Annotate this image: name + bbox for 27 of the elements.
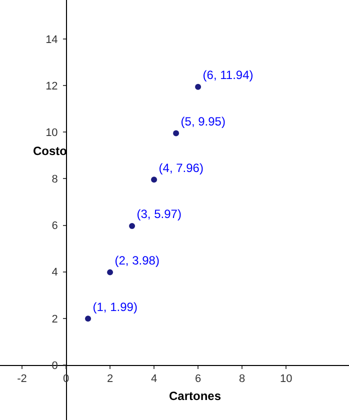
x-tick-label: 8	[238, 373, 246, 386]
point	[129, 222, 136, 229]
data-label: (3, 5.97)	[136, 207, 182, 222]
point	[173, 130, 180, 136]
x-tick-label: -2	[17, 373, 27, 386]
y-tick-label: 4	[52, 266, 58, 279]
point	[195, 84, 202, 90]
data-label: (4, 7.96)	[158, 160, 204, 175]
x-tick-label: 6	[194, 373, 202, 386]
y-tick-label: 14	[46, 34, 58, 46]
data-label: (2, 3.98)	[114, 254, 160, 268]
point	[151, 176, 158, 183]
x-tick-label: 10	[280, 373, 292, 386]
data-label: (6, 11.94)	[202, 68, 254, 82]
y-tick-label: 10	[46, 126, 58, 139]
x-tick-label: 2	[106, 373, 114, 386]
point	[107, 269, 114, 276]
x-tick-label: 4	[150, 373, 158, 386]
data-label: (1, 1.99)	[92, 300, 138, 314]
y-tick-label: 2	[52, 313, 58, 326]
x-axis-title: Cartones	[169, 389, 222, 403]
y-axis-title: Costo	[33, 144, 67, 158]
y-tick-label: 12	[46, 80, 58, 92]
y-tick-label: 6	[52, 220, 58, 232]
data-label: (5, 9.95)	[180, 114, 226, 128]
y-tick-label: 8	[52, 174, 58, 186]
point	[85, 316, 92, 322]
